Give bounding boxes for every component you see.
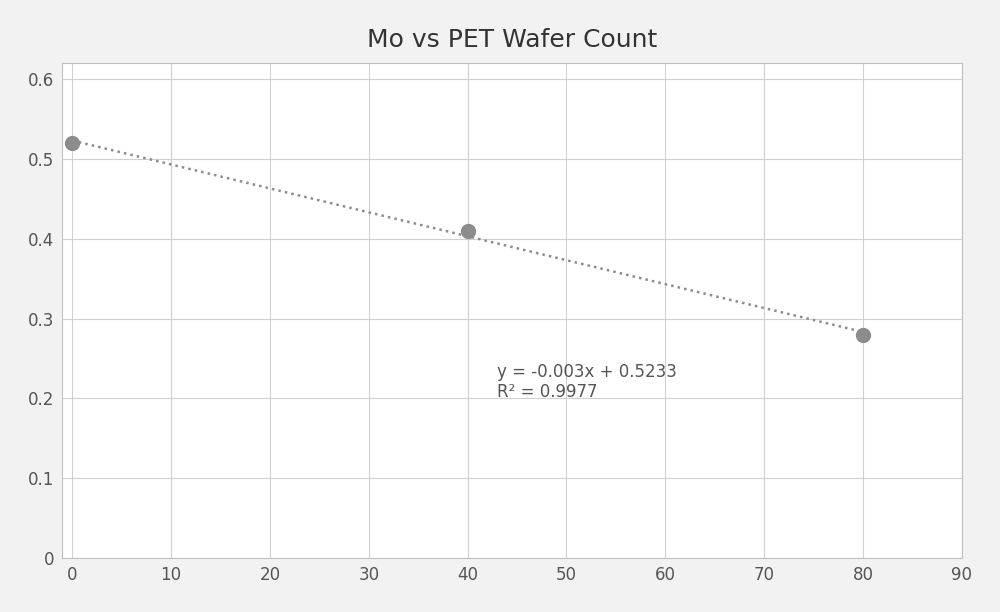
Point — [460, 226, 476, 236]
Point — [855, 330, 871, 340]
Text: y = -0.003x + 0.5233
R² = 0.9977: y = -0.003x + 0.5233 R² = 0.9977 — [497, 362, 677, 401]
Point — [64, 138, 80, 148]
Title: Mo vs PET Wafer Count: Mo vs PET Wafer Count — [367, 28, 657, 52]
